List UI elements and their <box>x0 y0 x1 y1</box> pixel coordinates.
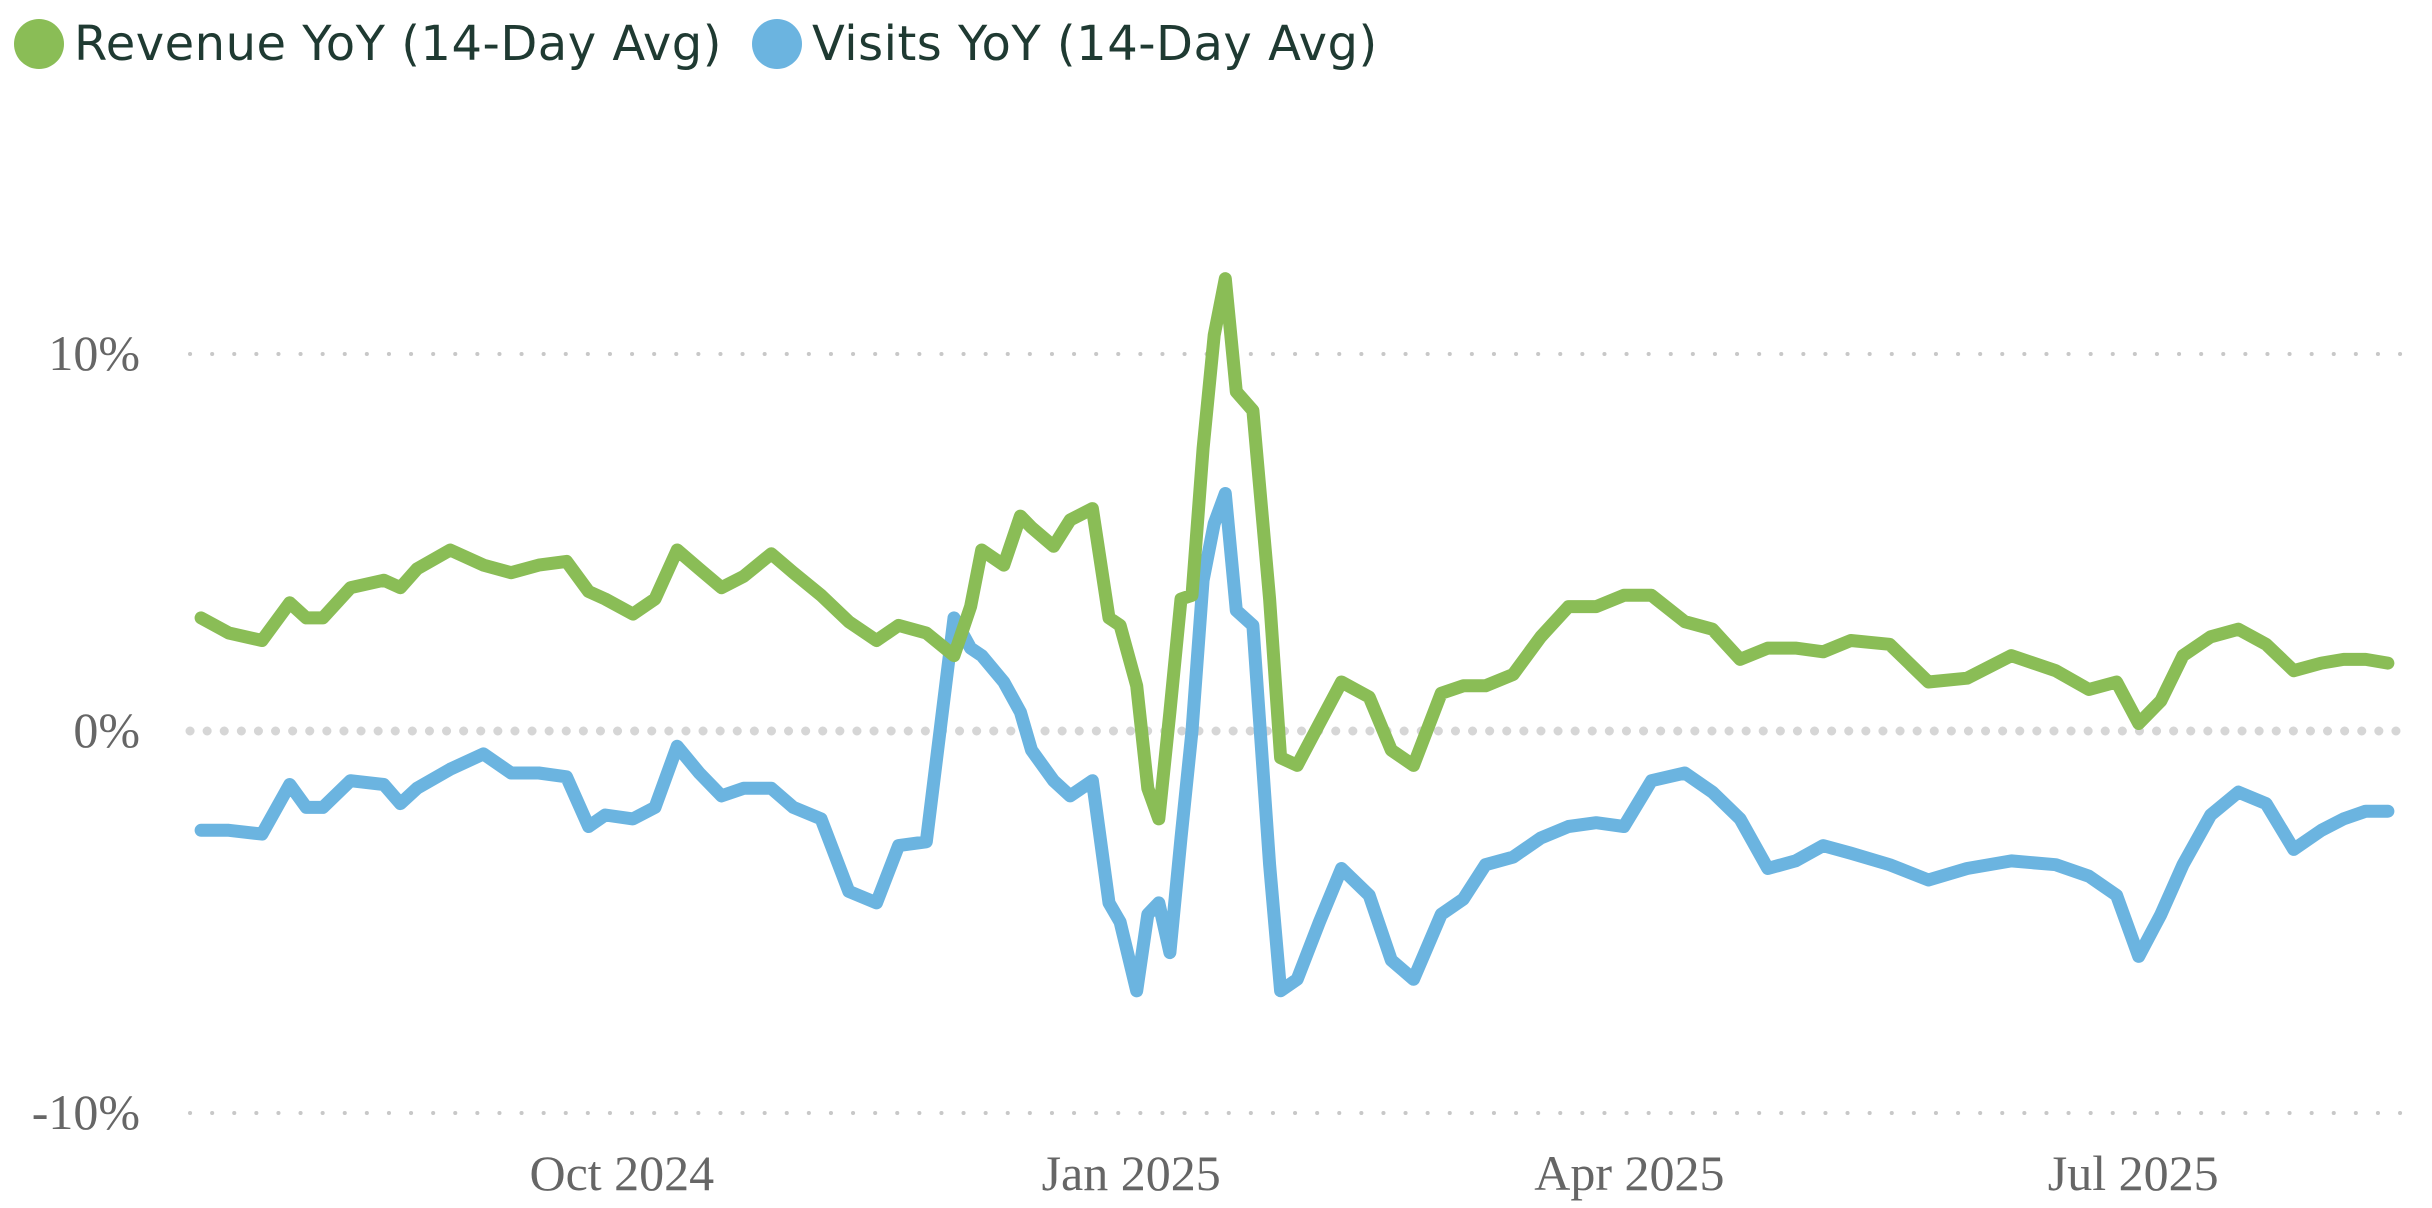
x-tick-label: Apr 2025 <box>1534 1145 1724 1201</box>
x-axis-tick-labels: Oct 2024 Jan 2025 Apr 2025 Jul 2025 <box>529 1145 2218 1201</box>
x-tick-label: Jul 2025 <box>2048 1145 2219 1201</box>
y-tick-label: 10% <box>48 325 140 381</box>
series-lines <box>194 272 2395 998</box>
y-tick-label: 0% <box>73 702 140 758</box>
y-axis-tick-labels: 10% 0% -10% <box>32 325 140 1140</box>
grid-lines <box>185 352 2415 1115</box>
legend-item-revenue[interactable]: Revenue YoY (14-Day Avg) <box>14 16 722 72</box>
revenue-series-line[interactable] <box>194 272 2395 826</box>
chart-legend: Revenue YoY (14-Day Avg) Visits YoY (14-… <box>14 16 1378 72</box>
legend-label-visits: Visits YoY (14-Day Avg) <box>811 16 1378 72</box>
visits-legend-dot-icon <box>751 19 802 69</box>
legend-item-visits[interactable]: Visits YoY (14-Day Avg) <box>751 16 1378 72</box>
visits-series-line[interactable] <box>194 487 2395 998</box>
x-tick-label: Jan 2025 <box>1042 1145 1221 1201</box>
legend-label-revenue: Revenue YoY (14-Day Avg) <box>74 16 722 72</box>
y-tick-label: -10% <box>32 1084 140 1140</box>
revenue-legend-dot-icon <box>14 19 64 69</box>
x-tick-label: Oct 2024 <box>529 1145 714 1201</box>
